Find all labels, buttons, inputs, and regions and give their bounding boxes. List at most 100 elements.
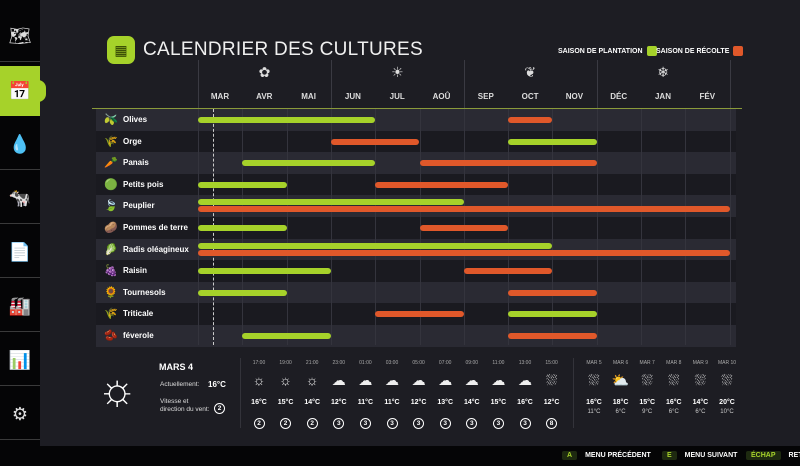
footer-action-2[interactable]: ÉCHAP RETOUR <box>746 451 800 460</box>
summer-icon: ☀ <box>391 64 404 80</box>
crop-name: Triticale <box>123 309 154 319</box>
day-low: 10°C <box>720 409 734 415</box>
month-label: FÉV <box>699 92 716 101</box>
spring-icon: ✿ <box>258 64 271 80</box>
crop-icon: 🥕 <box>104 157 118 170</box>
sun-icon: ☼ <box>97 365 138 414</box>
planting-bar <box>508 138 597 145</box>
hour-time: 05:00 <box>412 360 425 366</box>
hour-time: 21:00 <box>305 360 319 366</box>
key-hint: ÉCHAP <box>746 451 781 460</box>
action-label: RETOUR <box>788 452 800 459</box>
month-label: NOV <box>565 92 584 101</box>
grid-line <box>729 109 731 345</box>
footer-action-1[interactable]: E MENU SUIVANT <box>662 451 737 460</box>
sidebar-item-production[interactable]: 🏭 <box>0 282 40 332</box>
wind-label-1: Vitesse et <box>160 398 189 405</box>
harvest-bar <box>463 268 553 275</box>
planting-bar <box>198 268 331 275</box>
harvest-bar <box>508 117 553 123</box>
day-low: 6°C <box>695 409 706 415</box>
planting-bar <box>198 117 376 123</box>
crop-icon: 🥬 <box>104 243 118 256</box>
harvest-bar <box>198 206 730 213</box>
sidebar-item-animals[interactable]: 🐄 <box>0 174 40 224</box>
grid-line <box>641 109 642 345</box>
footer-action-0[interactable]: A MENU PRÉCÉDENT <box>562 451 651 460</box>
sun-icon: ☼ <box>279 372 293 388</box>
page-title: CALENDRIER DES CULTURES <box>143 39 423 60</box>
wind-indicator: 3 <box>439 418 451 429</box>
legend-planting: SAISON DE PLANTATION <box>558 46 657 56</box>
wind-indicator: 3 <box>386 418 398 429</box>
rain-icon: ⛆ <box>668 372 680 388</box>
calendar-icon: 📅 <box>8 80 32 101</box>
grid-line <box>508 109 510 345</box>
header-divider <box>92 108 742 109</box>
day-label: MAR 5 <box>586 360 602 366</box>
settings-icon: ⚙ <box>11 404 29 424</box>
wind-label-2: direction du vent: <box>160 406 210 413</box>
contracts-icon: 📄 <box>8 242 32 262</box>
sun-icon: ☼ <box>305 372 319 388</box>
crop-row: 🥕 Panais <box>96 152 736 174</box>
day-label: MAR 7 <box>639 360 655 366</box>
wind-indicator: 3 <box>466 418 478 429</box>
crop-icon: 🫒 <box>104 114 118 126</box>
wind-indicator: 2 <box>253 418 265 429</box>
wind-indicator: 3 <box>492 418 504 429</box>
crop-name: féverole <box>123 331 154 340</box>
sidebar-item-map[interactable]: 🗺 <box>0 12 40 62</box>
weather-date: MARS 4 <box>159 362 194 372</box>
footer <box>0 446 800 466</box>
month-label: MAI <box>301 92 316 101</box>
sidebar-item-settings[interactable]: ⚙ <box>0 390 40 440</box>
crop-icon: 🌾 <box>104 308 118 321</box>
day-low: 6°C <box>668 409 679 415</box>
crop-row: 🌻 Tournesols <box>96 281 736 304</box>
legend-planting-label: SAISON DE PLANTATION <box>558 47 643 55</box>
hour-temp: 14°C <box>463 399 480 406</box>
statistics-icon: 📊 <box>8 350 32 370</box>
hour-time: 01:00 <box>359 360 372 366</box>
day-high: 15°C <box>639 399 655 406</box>
sidebar-item-contracts[interactable]: 📄 <box>0 228 40 278</box>
autumn-icon: ❦ <box>524 64 537 80</box>
divider <box>240 358 241 428</box>
wind-indicator: 3 <box>519 418 531 429</box>
wind-indicator: 2 <box>280 418 292 429</box>
season-divider <box>729 60 731 108</box>
planting-bar <box>198 199 464 206</box>
sidebar-item-water[interactable]: 💧 <box>0 120 40 170</box>
hour-time: 07:00 <box>438 360 452 366</box>
legend-planting-swatch <box>646 46 657 56</box>
hour-temp: 11°C <box>357 399 374 406</box>
crop-row: 🍇 Raisin <box>96 260 736 282</box>
crop-icon: 🟢 <box>104 178 118 191</box>
month-label: AVR <box>256 92 273 101</box>
planting-bar <box>242 160 376 167</box>
day-label: MAR 10 <box>717 360 737 366</box>
crop-name: Radis oléagineux <box>123 244 189 254</box>
season-divider <box>596 60 598 108</box>
sidebar-item-statistics[interactable]: 📊 <box>0 336 40 386</box>
harvest-bar <box>198 249 730 256</box>
day-high: 14°C <box>692 399 709 406</box>
hour-time: 17:00 <box>252 360 266 366</box>
crop-name: Peuplier <box>123 201 155 211</box>
hour-temp: 12°C <box>330 399 347 406</box>
day-low: 6°C <box>615 409 626 415</box>
sidebar: 🗺 📅 💧 🐄 📄 🏭 📊 ⚙ <box>0 0 46 466</box>
cloud-icon: ☁ <box>518 372 532 388</box>
planting-bar <box>198 225 287 231</box>
grid-line <box>286 109 288 345</box>
planting-bar <box>198 181 287 188</box>
planting-bar <box>198 242 553 249</box>
month-label: DÉC <box>610 92 628 101</box>
hour-temp: 15°C <box>490 399 507 406</box>
legend-harvest: SAISON DE RÉCOLTE <box>656 46 744 56</box>
sidebar-item-calendar[interactable]: 📅 <box>0 66 46 116</box>
crop-name: Panais <box>123 158 149 168</box>
day-label: MAR 9 <box>692 360 709 366</box>
cloud-icon: ☁ <box>464 372 479 388</box>
